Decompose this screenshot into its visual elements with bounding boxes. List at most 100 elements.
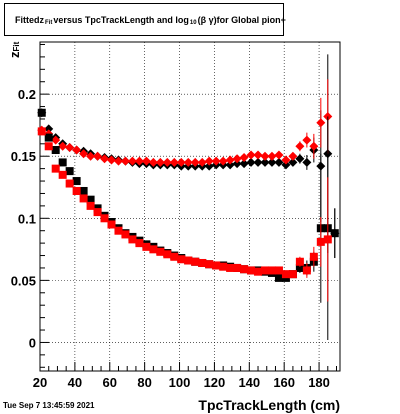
data-point-square bbox=[274, 273, 283, 282]
title-middle: versus TpcTrackLength and log bbox=[53, 14, 189, 25]
data-point-diamond bbox=[232, 154, 242, 164]
data-point-diamond bbox=[295, 141, 305, 151]
data-point-square bbox=[191, 257, 200, 266]
plot-frame bbox=[39, 41, 341, 372]
data-point-diamond bbox=[100, 154, 110, 164]
data-point-diamond bbox=[58, 141, 68, 151]
data-point-square bbox=[121, 230, 130, 239]
x-tick-label: 60 bbox=[103, 375, 117, 390]
chart-title: Fitted z Fit versus TpcTrackLength and l… bbox=[4, 3, 286, 36]
data-point-diamond bbox=[93, 151, 103, 161]
data-point-diamond bbox=[51, 135, 61, 145]
x-axis-label: TpcTrackLength (cm) bbox=[198, 397, 340, 413]
data-point-diamond bbox=[134, 156, 144, 166]
data-point-square bbox=[267, 266, 276, 275]
data-point-diamond bbox=[120, 156, 130, 166]
data-point-diamond bbox=[190, 157, 200, 167]
data-point-square bbox=[198, 258, 207, 267]
data-point-square bbox=[261, 266, 269, 275]
data-point-diamond bbox=[302, 157, 312, 167]
title-z: z bbox=[39, 14, 45, 25]
series-3 bbox=[37, 127, 332, 302]
data-point-square bbox=[79, 194, 88, 203]
data-point-square bbox=[233, 263, 242, 272]
data-point-square bbox=[156, 247, 165, 256]
data-point-square bbox=[274, 266, 283, 275]
data-point-diamond bbox=[107, 155, 117, 165]
data-point-diamond bbox=[155, 157, 165, 167]
data-point-diamond bbox=[260, 151, 270, 161]
data-point-square bbox=[114, 226, 123, 235]
data-point-square bbox=[79, 186, 88, 195]
data-point-square bbox=[330, 229, 339, 238]
series-2 bbox=[37, 108, 339, 340]
data-point-square bbox=[254, 267, 263, 276]
data-point-diamond bbox=[162, 157, 172, 167]
data-point-square bbox=[58, 170, 67, 179]
data-point-diamond bbox=[141, 156, 151, 166]
data-point-diamond bbox=[288, 157, 298, 167]
x-tick-label: 100 bbox=[169, 375, 191, 390]
data-point-square bbox=[177, 255, 186, 264]
data-point-square bbox=[93, 208, 102, 217]
data-point-square bbox=[37, 127, 46, 136]
x-tick-label: 40 bbox=[68, 375, 82, 390]
data-point-diamond bbox=[239, 159, 249, 169]
data-series bbox=[37, 54, 340, 340]
y-axis-label: zFit bbox=[7, 41, 22, 58]
data-point-square bbox=[205, 260, 214, 269]
data-point-square bbox=[163, 250, 172, 259]
data-point-square bbox=[288, 270, 297, 279]
data-point-square bbox=[212, 261, 221, 270]
data-point-square bbox=[65, 167, 74, 176]
data-point-square bbox=[323, 235, 332, 244]
data-point-square bbox=[226, 263, 235, 272]
data-point-square bbox=[295, 263, 304, 272]
data-point-diamond bbox=[65, 143, 75, 153]
x-tick-label: 160 bbox=[273, 375, 295, 390]
data-point-diamond bbox=[253, 157, 263, 167]
data-point-diamond bbox=[86, 151, 96, 161]
data-point-square bbox=[72, 186, 81, 195]
data-point-square bbox=[37, 108, 46, 117]
title-log-sub: 10 bbox=[189, 19, 197, 26]
data-point-diamond bbox=[246, 157, 256, 167]
data-point-diamond bbox=[253, 150, 263, 160]
data-point-diamond bbox=[225, 160, 235, 170]
data-point-diamond bbox=[288, 151, 298, 161]
data-point-diamond bbox=[225, 155, 235, 165]
data-point-square bbox=[149, 245, 158, 254]
data-point-square bbox=[51, 146, 60, 155]
data-point-square bbox=[170, 252, 179, 261]
data-point-diamond bbox=[183, 157, 193, 167]
x-tick-label: 20 bbox=[33, 375, 47, 390]
data-point-diamond bbox=[295, 154, 305, 164]
data-point-diamond bbox=[281, 155, 291, 165]
data-point-diamond bbox=[72, 145, 82, 155]
x-tick-label: 120 bbox=[204, 375, 226, 390]
data-point-diamond bbox=[113, 156, 123, 166]
data-point-square bbox=[184, 256, 193, 265]
data-point-diamond bbox=[79, 149, 89, 159]
data-point-diamond bbox=[44, 124, 54, 134]
data-point-diamond bbox=[281, 160, 291, 170]
data-point-diamond bbox=[274, 150, 284, 160]
data-point-square bbox=[51, 164, 60, 173]
data-point-diamond bbox=[274, 157, 284, 167]
data-point-square bbox=[309, 252, 318, 261]
data-point-diamond bbox=[316, 118, 326, 128]
data-point-diamond bbox=[260, 157, 270, 167]
data-point-diamond bbox=[302, 135, 312, 145]
data-point-diamond bbox=[127, 156, 137, 166]
data-point-diamond bbox=[176, 157, 186, 167]
data-point-square bbox=[135, 239, 144, 248]
data-point-square bbox=[107, 220, 116, 229]
grid-lines bbox=[39, 42, 340, 371]
data-point-square bbox=[281, 270, 290, 279]
y-tick-label: 0.05 bbox=[11, 273, 36, 288]
x-tick-label: 80 bbox=[137, 375, 151, 390]
data-point-square bbox=[295, 257, 304, 266]
data-point-diamond bbox=[148, 157, 158, 167]
data-point-diamond bbox=[267, 151, 277, 161]
x-tick-label: 180 bbox=[308, 375, 330, 390]
